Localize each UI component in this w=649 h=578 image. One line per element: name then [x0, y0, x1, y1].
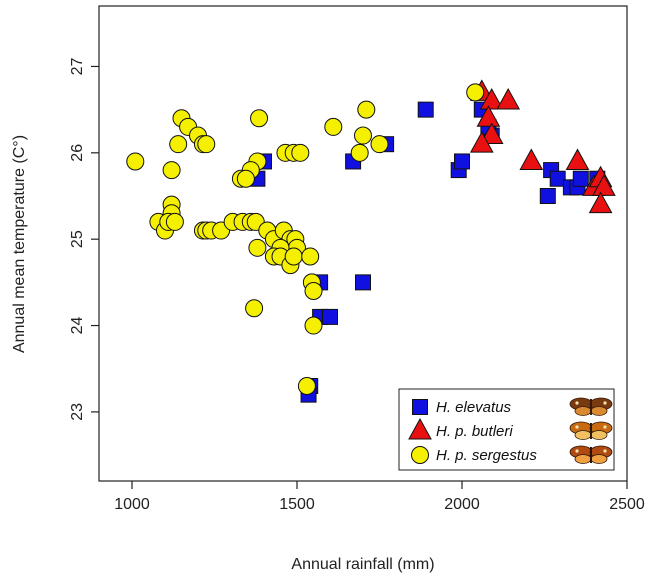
legend-label: H. elevatus: [436, 399, 512, 416]
data-point-circle: [324, 117, 343, 136]
data-point-triangle: [565, 148, 590, 170]
legend-marker-square: [412, 399, 428, 415]
y-tick-label: 23: [69, 403, 86, 421]
data-point-circle: [248, 238, 267, 257]
data-point-circle: [197, 135, 216, 154]
data-point-circle: [297, 377, 316, 395]
y-tick-label: 26: [69, 144, 86, 162]
x-tick-label: 2000: [444, 496, 480, 513]
legend-label: H. p. butleri: [436, 423, 513, 440]
x-tick-label: 1000: [114, 496, 150, 513]
data-point-circle: [301, 247, 320, 266]
legend-items: H. elevatus H. p. butleri H. p. sergestus: [408, 397, 613, 464]
data-point-triangle: [469, 131, 494, 153]
data-point-square: [454, 153, 470, 170]
data-point-circle: [250, 109, 269, 128]
data-point-triangle: [592, 174, 616, 196]
data-point-square: [322, 308, 338, 325]
data-point-circle: [357, 100, 376, 119]
data-point-circle: [165, 212, 184, 231]
data-point-circle: [162, 161, 181, 180]
legend-marker-circle: [411, 446, 429, 464]
data-points: [126, 79, 616, 403]
data-point-circle: [304, 282, 323, 300]
axis-ticks: 1000 1500 2000 2500 23 24 25 26 27: [69, 57, 645, 513]
data-point-circle: [350, 143, 369, 162]
data-point-circle: [370, 135, 389, 154]
butterfly-icon: [569, 421, 613, 440]
data-point-circle: [126, 152, 145, 171]
data-point-square: [572, 170, 589, 187]
data-point-triangle: [496, 87, 521, 110]
data-point-circle: [304, 316, 323, 335]
data-point-circle: [236, 169, 255, 188]
data-point-circle: [466, 83, 485, 102]
data-point-triangle: [479, 122, 504, 145]
x-axis-label: Annual rainfall (mm): [291, 556, 434, 573]
data-point-circle: [245, 299, 264, 318]
data-point-triangle: [479, 87, 504, 110]
butterfly-icon: [569, 445, 613, 464]
x-tick-label: 1500: [279, 496, 315, 513]
data-point-square: [549, 170, 566, 187]
data-point-triangle: [476, 105, 501, 127]
butterfly-icon: [569, 397, 613, 416]
legend-marker-triangle: [408, 417, 432, 440]
y-tick-label: 27: [69, 57, 86, 75]
legend-label: H. p. sergestus: [436, 447, 537, 464]
y-tick-label: 24: [69, 317, 86, 335]
data-point-circle: [284, 247, 303, 266]
data-point-circle: [291, 143, 310, 162]
data-point-circle: [354, 126, 372, 145]
y-axis-label: Annual mean temperature (C°): [11, 135, 28, 353]
x-tick-label: 2500: [609, 496, 645, 513]
data-point-triangle: [519, 148, 544, 170]
y-tick-label: 25: [69, 230, 86, 248]
data-point-triangle: [588, 191, 613, 214]
data-point-square: [355, 274, 371, 291]
data-point-circle: [169, 135, 188, 154]
data-point-square: [539, 188, 556, 204]
plot-frame: [98, 5, 628, 482]
data-point-square: [417, 101, 434, 118]
legend: H. elevatus H. p. butleri H. p. sergestus: [398, 388, 615, 471]
